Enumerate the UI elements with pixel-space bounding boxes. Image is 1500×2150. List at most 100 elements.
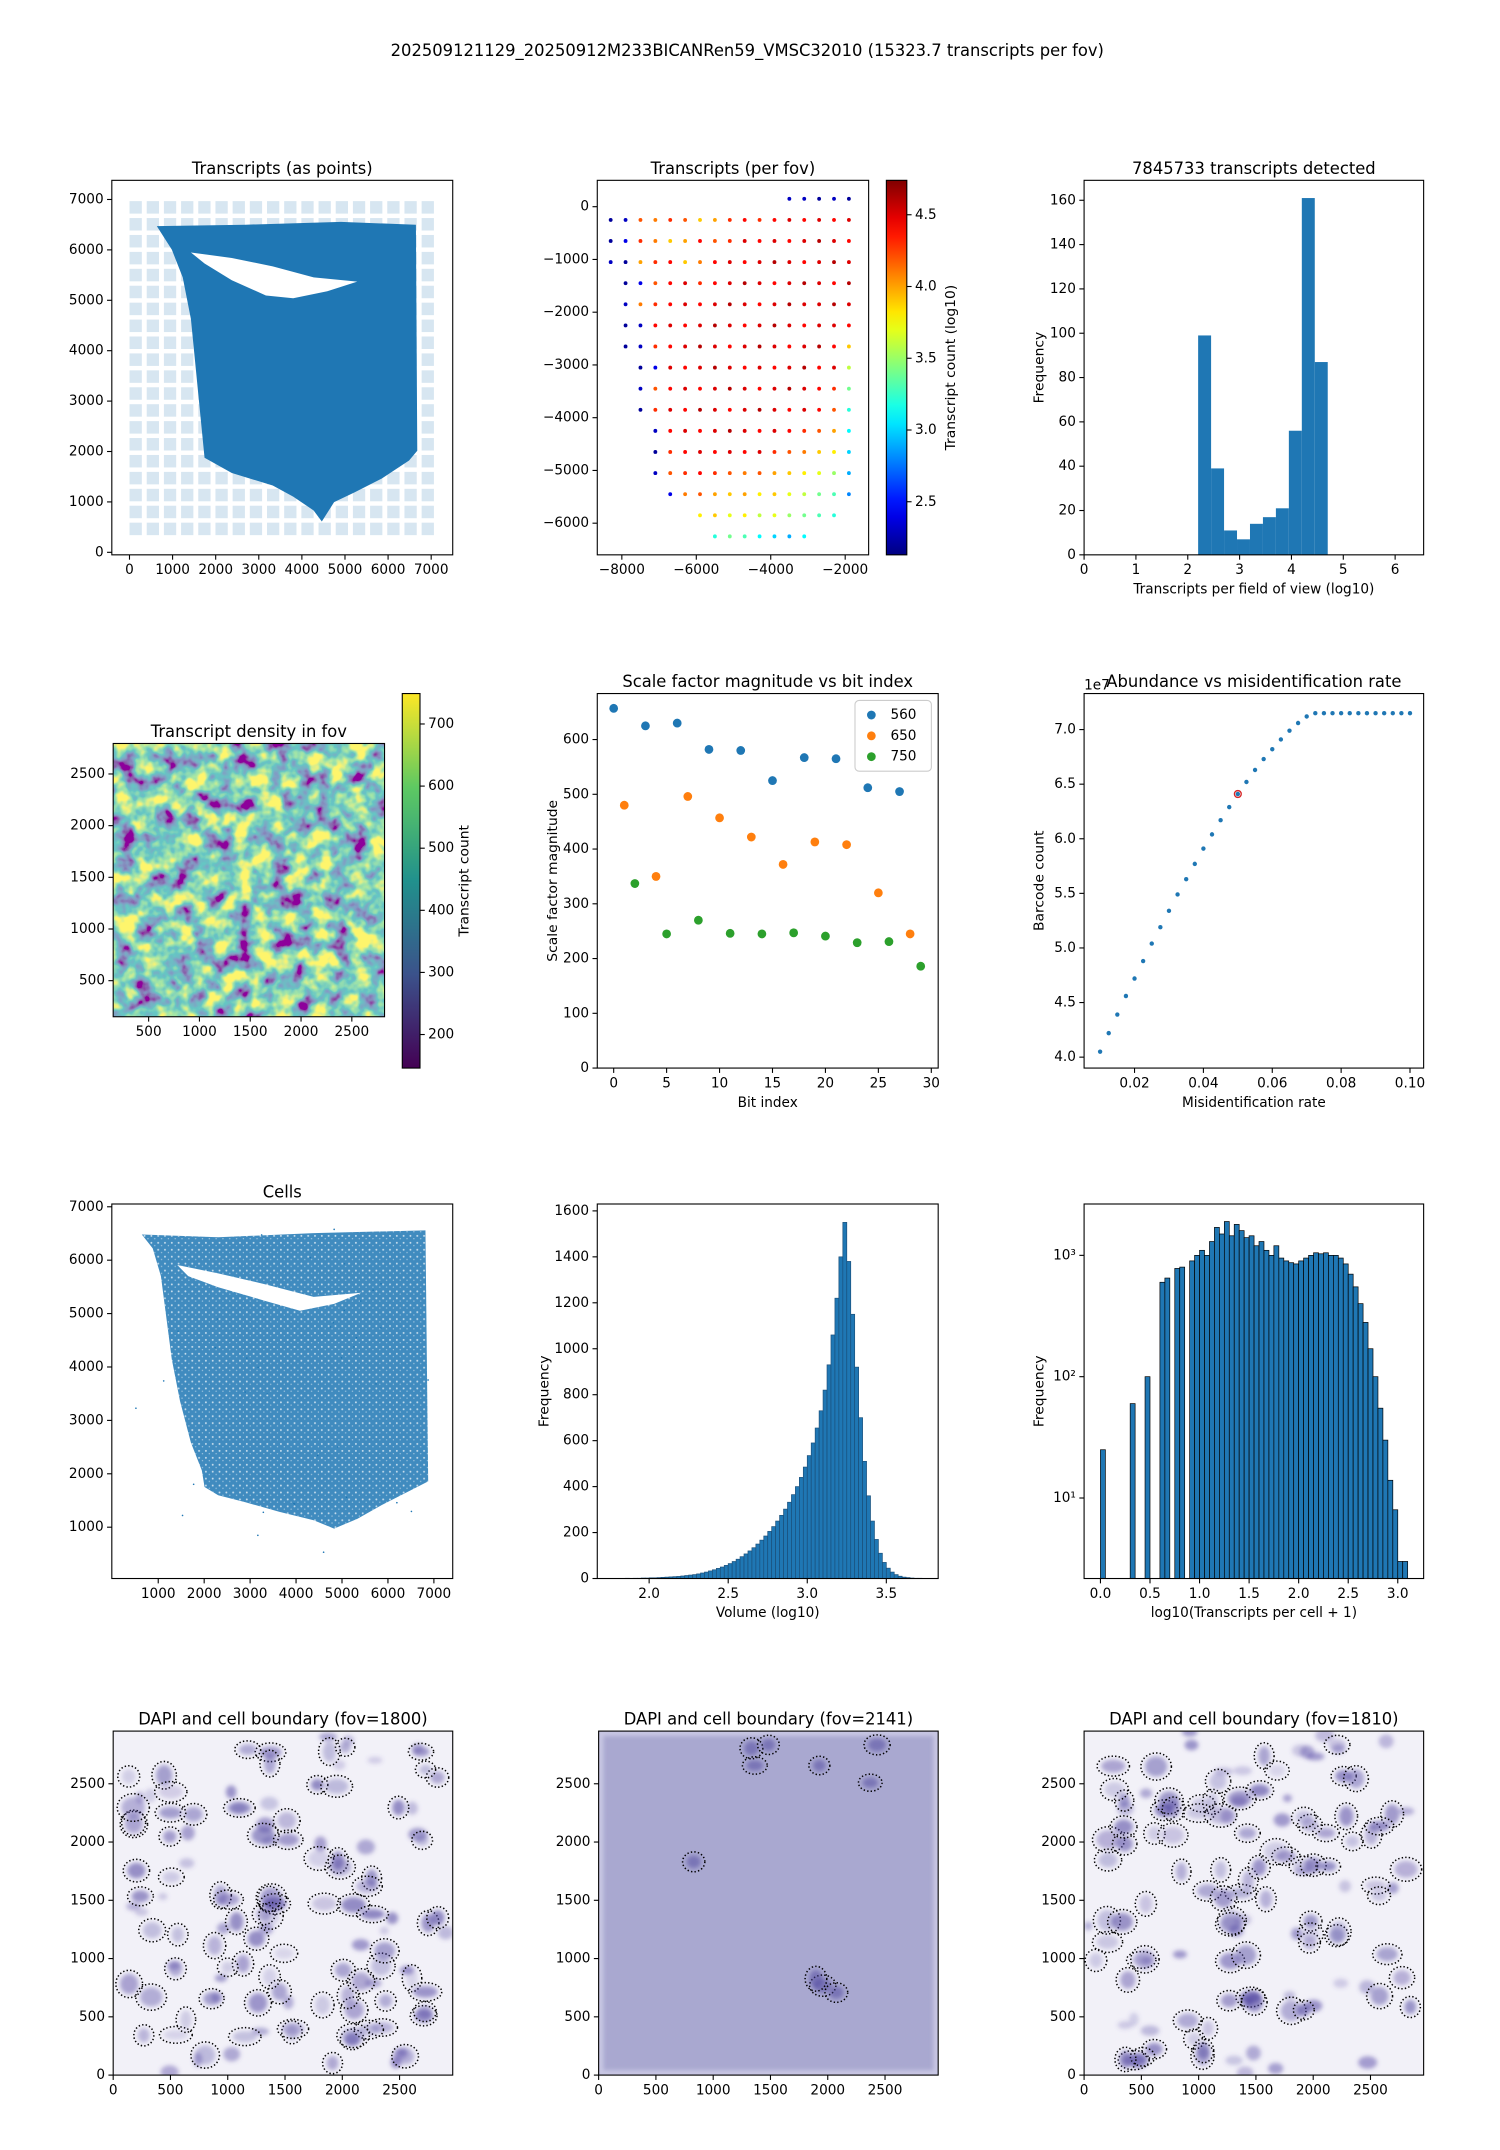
nucleus	[144, 1788, 157, 1803]
fov-dot	[727, 386, 732, 391]
y-tick-label: 6000	[69, 1252, 104, 1268]
x-tick-label: 3.0	[1387, 1586, 1409, 1602]
bar	[791, 1494, 796, 1579]
cell-boundary	[407, 1742, 435, 1761]
fov-tile	[146, 201, 159, 214]
fov-tile	[129, 471, 142, 485]
fov-tile	[146, 404, 159, 417]
cell-boundary	[222, 1797, 256, 1818]
fov-tile	[146, 336, 159, 349]
y-tick-label: 0	[96, 2067, 105, 2083]
x-tick-label: 0	[1080, 562, 1089, 578]
fov-tile	[163, 251, 177, 265]
bar	[1342, 1263, 1349, 1579]
nucleus	[1192, 1798, 1211, 1809]
cell-boundary	[1210, 1856, 1232, 1883]
fov-tile	[404, 471, 417, 485]
fov-dot	[772, 323, 777, 328]
fov-dot	[712, 365, 717, 370]
nucleus	[1316, 1827, 1336, 1839]
nucleus	[1242, 1871, 1254, 1891]
bar	[1253, 1245, 1260, 1579]
y-axis-label: Scale factor magnitude	[545, 800, 561, 962]
point	[895, 787, 904, 796]
fov-dot	[772, 407, 777, 412]
nucleus	[1129, 2012, 1139, 2027]
fov-dot	[757, 239, 762, 243]
point	[1097, 1049, 1103, 1054]
fov-dot	[638, 281, 643, 286]
legend-label: 750	[890, 749, 916, 765]
fov-dot	[742, 450, 747, 454]
colorbar-tick-label: 500	[428, 840, 454, 856]
fov-tile	[163, 268, 177, 282]
fov-dot	[727, 323, 732, 328]
point	[810, 837, 820, 847]
cell-boundary	[1141, 2038, 1168, 2060]
x-tick-label: 2500	[1353, 2082, 1388, 2098]
point	[799, 753, 809, 763]
bar	[814, 1427, 820, 1579]
fov-tile	[198, 488, 211, 502]
fov-dot	[698, 239, 702, 243]
nucleus	[277, 1812, 297, 1830]
nucleus	[214, 1974, 228, 1983]
fov-dot	[712, 386, 717, 391]
nucleus	[312, 1896, 337, 1911]
cell-boundary	[387, 1795, 410, 1820]
axes-frame	[1083, 179, 1425, 556]
nucleus	[134, 1907, 149, 1917]
fov-dot	[832, 196, 836, 201]
fov-dot	[653, 323, 658, 328]
fov-dot	[832, 365, 836, 370]
fov-dot	[698, 471, 702, 476]
bar	[1243, 1237, 1250, 1579]
point	[694, 915, 703, 925]
y-tick-label: 6.5	[1054, 776, 1076, 792]
bar	[1318, 1253, 1324, 1579]
nucleus	[158, 1785, 183, 1799]
nucleus	[163, 1830, 177, 1843]
point	[821, 931, 830, 941]
fov-dot	[698, 450, 702, 454]
fov-dot	[757, 492, 762, 497]
y-tick-label: 800	[563, 1387, 589, 1403]
nucleus	[1225, 2055, 1243, 2066]
fov-dot	[802, 260, 807, 265]
colorbar-tick-label: 700	[428, 716, 454, 732]
fov-dot	[846, 260, 851, 265]
x-tick-label: 500	[643, 2082, 669, 2098]
fov-tile	[267, 488, 280, 502]
fov-dot	[772, 534, 777, 539]
cell-boundary	[1129, 2046, 1156, 2067]
fov-dot	[757, 471, 762, 476]
bar	[1387, 1479, 1394, 1579]
point	[884, 937, 894, 947]
fov-dot	[742, 386, 747, 391]
panel: 0.02 0.04 0.06 0.08 0.10 4.0 4.5 5.0 5.5 6.0 6.5 7.…	[1032, 672, 1425, 1111]
y-tick-label: 0	[582, 2067, 591, 2083]
y-tick-label: 40	[1059, 458, 1076, 474]
nucleus	[367, 1756, 383, 1764]
fov-dot	[727, 217, 732, 222]
nucleus	[809, 1969, 823, 1988]
nucleus	[1187, 2032, 1201, 2046]
cell-boundary	[310, 1991, 335, 2019]
nucleus	[171, 1926, 184, 1943]
nucleus	[310, 1778, 324, 1791]
bar	[1303, 1257, 1309, 1579]
fov-dot	[772, 239, 777, 243]
fov-dot	[787, 344, 792, 349]
fov-tile	[181, 438, 194, 451]
fov-dot	[712, 450, 717, 454]
fov-dot	[698, 428, 702, 433]
nucleus	[419, 1764, 432, 1775]
bar	[719, 1566, 725, 1579]
plot-area	[625, 1222, 923, 1579]
x-tick-label: 2.5	[717, 1586, 739, 1602]
y-tick-label: 20	[1059, 502, 1076, 518]
x-tick-label: −8000	[599, 562, 645, 578]
nucleus	[1134, 1949, 1155, 1970]
fov-dot	[802, 302, 807, 307]
